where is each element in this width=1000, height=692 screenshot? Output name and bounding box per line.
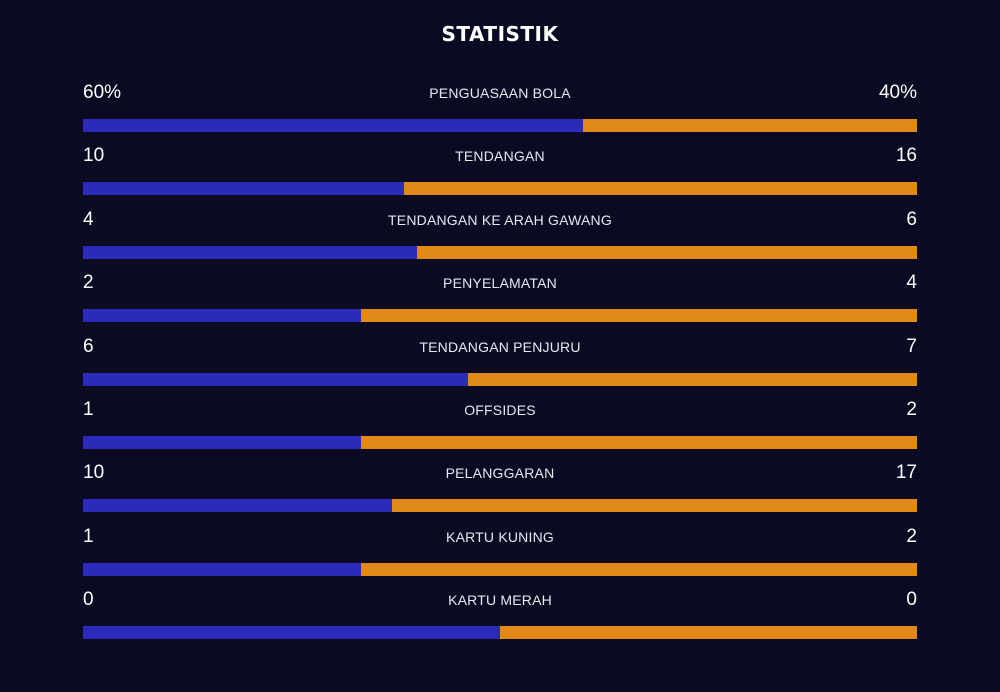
away-value: 6 xyxy=(906,208,917,230)
stat-row-red-cards: 0 KARTU MERAH 0 xyxy=(83,587,917,650)
home-bar-fill xyxy=(83,182,405,196)
comparison-bar xyxy=(83,309,917,323)
stat-label: KARTU MERAH xyxy=(448,592,552,609)
away-value: 0 xyxy=(906,589,917,611)
stat-row-possession: 60% PENGUASAAN BOLA 40% xyxy=(83,80,917,143)
home-value: 2 xyxy=(83,272,94,294)
comparison-bar xyxy=(83,435,917,449)
home-value: 60% xyxy=(83,82,122,103)
comparison-bar xyxy=(83,562,917,576)
comparison-bar xyxy=(83,372,917,386)
stat-label: PELANGGARAN xyxy=(445,465,555,482)
away-bar-fill xyxy=(583,119,917,132)
stat-row-offsides: 1 OFFSIDES 2 xyxy=(83,397,917,460)
comparison-bar xyxy=(83,119,917,132)
away-value: 2 xyxy=(906,398,917,420)
home-bar-fill xyxy=(83,309,361,323)
home-bar-fill xyxy=(83,245,417,259)
stats-list: 60% PENGUASAAN BOLA 40% 10 TENDANGAN 16 … xyxy=(83,80,917,651)
stat-label: OFFSIDES xyxy=(464,401,536,418)
away-bar-fill xyxy=(468,372,917,386)
stat-row-corners: 6 TENDANGAN PENJURU 7 xyxy=(83,334,917,397)
stat-label: TENDANGAN xyxy=(455,148,545,165)
stat-label: PENGUASAAN BOLA xyxy=(429,85,571,101)
away-bar-fill xyxy=(360,309,917,323)
home-bar-fill xyxy=(83,499,392,513)
home-bar-fill xyxy=(83,435,361,449)
home-bar-fill xyxy=(83,626,500,640)
away-bar-fill xyxy=(360,435,917,449)
home-value: 4 xyxy=(83,208,94,230)
stat-row-yellow-cards: 1 KARTU KUNING 2 xyxy=(83,524,917,587)
away-value: 4 xyxy=(906,272,917,294)
stat-label: TENDANGAN KE ARAH GAWANG xyxy=(388,211,612,228)
home-value: 10 xyxy=(83,145,105,167)
away-bar-fill xyxy=(416,245,917,259)
home-value: 1 xyxy=(83,525,94,547)
home-value: 6 xyxy=(83,335,94,357)
away-value: 16 xyxy=(895,145,917,167)
away-value: 17 xyxy=(895,462,917,484)
home-value: 10 xyxy=(83,462,105,484)
away-value: 7 xyxy=(906,335,917,357)
away-value: 2 xyxy=(906,525,917,547)
away-bar-fill xyxy=(360,562,917,576)
stat-row-saves: 2 PENYELAMATAN 4 xyxy=(83,270,917,333)
comparison-bar xyxy=(83,626,917,640)
home-value: 0 xyxy=(83,589,94,611)
comparison-bar xyxy=(83,245,917,259)
stat-row-shots-on-target: 4 TENDANGAN KE ARAH GAWANG 6 xyxy=(83,207,917,270)
stat-label: KARTU KUNING xyxy=(446,528,554,545)
home-bar-fill xyxy=(83,562,361,576)
comparison-bar xyxy=(83,499,917,513)
away-value: 40% xyxy=(878,82,917,103)
home-bar-fill xyxy=(83,372,469,386)
stat-label: TENDANGAN PENJURU xyxy=(419,338,581,355)
stats-title: STATISTIK xyxy=(441,22,559,46)
stat-row-shots: 10 TENDANGAN 16 xyxy=(83,143,917,206)
away-bar-fill xyxy=(391,499,917,513)
stat-row-fouls: 10 PELANGGARAN 17 xyxy=(83,460,917,523)
stat-label: PENYELAMATAN xyxy=(443,275,557,292)
home-bar-fill xyxy=(83,119,584,132)
home-value: 1 xyxy=(83,398,94,420)
away-bar-fill xyxy=(500,626,917,640)
away-bar-fill xyxy=(404,182,917,196)
comparison-bar xyxy=(83,182,917,196)
